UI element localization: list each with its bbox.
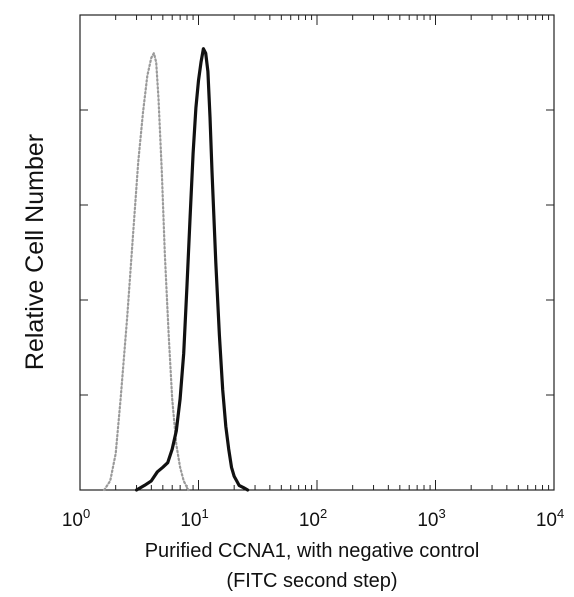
x-tick-label: 104 <box>536 506 564 531</box>
x-tick-label: 102 <box>299 506 327 531</box>
plot-frame <box>79 14 555 491</box>
x-tick-label: 101 <box>180 506 208 531</box>
y-axis-label: Relative Cell Number <box>21 134 49 370</box>
x-tick-label: 100 <box>62 506 90 531</box>
x-axis-label-line2: (FITC second step) <box>226 570 397 592</box>
axis-ticks <box>79 14 555 491</box>
series-line-ccna1 <box>134 47 250 492</box>
x-tick-label: 103 <box>417 506 445 531</box>
x-tick-labels: 100 101 102 103 104 <box>62 506 564 531</box>
x-axis-label-line1: Purified CCNA1, with negative control <box>145 540 480 562</box>
series-layer <box>103 47 250 492</box>
